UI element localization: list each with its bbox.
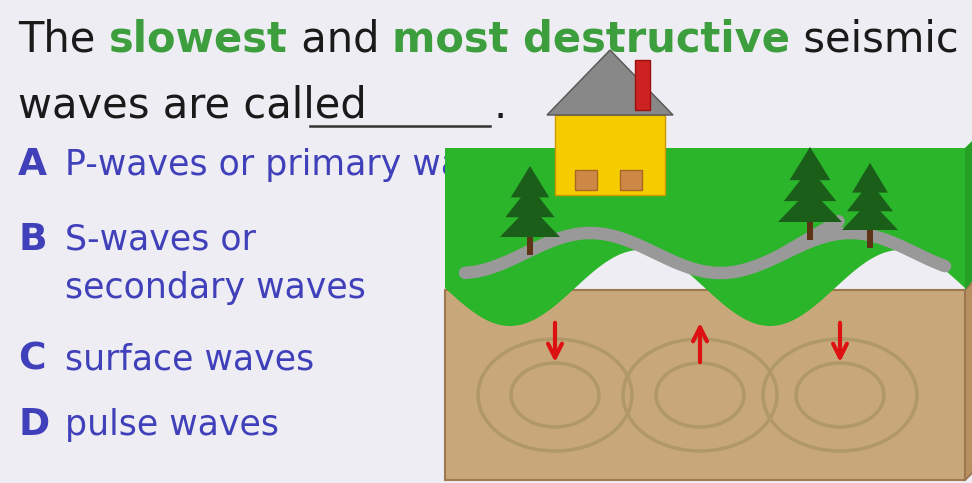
Text: and: and	[288, 19, 393, 61]
Text: S-waves or: S-waves or	[65, 223, 256, 257]
Polygon shape	[789, 147, 830, 180]
Polygon shape	[635, 60, 650, 110]
Text: P-waves or primary waves: P-waves or primary waves	[65, 148, 522, 182]
Polygon shape	[575, 170, 597, 190]
Polygon shape	[445, 290, 965, 480]
Polygon shape	[852, 163, 887, 193]
Polygon shape	[965, 126, 972, 290]
Text: .: .	[493, 85, 506, 127]
Polygon shape	[500, 205, 560, 237]
Text: C: C	[18, 342, 46, 378]
Polygon shape	[842, 200, 898, 230]
Polygon shape	[555, 115, 665, 195]
Text: The: The	[18, 19, 109, 61]
Polygon shape	[867, 230, 873, 248]
Polygon shape	[807, 222, 813, 240]
Text: D: D	[18, 407, 50, 443]
Polygon shape	[783, 168, 836, 201]
Text: slowest: slowest	[109, 19, 288, 61]
Polygon shape	[778, 189, 842, 222]
Text: seismic: seismic	[790, 19, 959, 61]
Text: pulse waves: pulse waves	[65, 408, 279, 442]
Text: surface waves: surface waves	[65, 343, 314, 377]
Text: most destructive: most destructive	[393, 19, 790, 61]
Text: waves are called: waves are called	[18, 85, 366, 127]
Polygon shape	[847, 182, 893, 211]
Text: A: A	[18, 147, 47, 183]
Polygon shape	[965, 268, 972, 480]
Polygon shape	[547, 50, 673, 115]
Polygon shape	[527, 237, 533, 255]
Text: B: B	[18, 222, 47, 258]
Polygon shape	[505, 185, 555, 217]
Text: secondary waves: secondary waves	[65, 271, 365, 305]
Polygon shape	[511, 166, 549, 198]
Polygon shape	[445, 148, 965, 326]
Polygon shape	[620, 170, 642, 190]
